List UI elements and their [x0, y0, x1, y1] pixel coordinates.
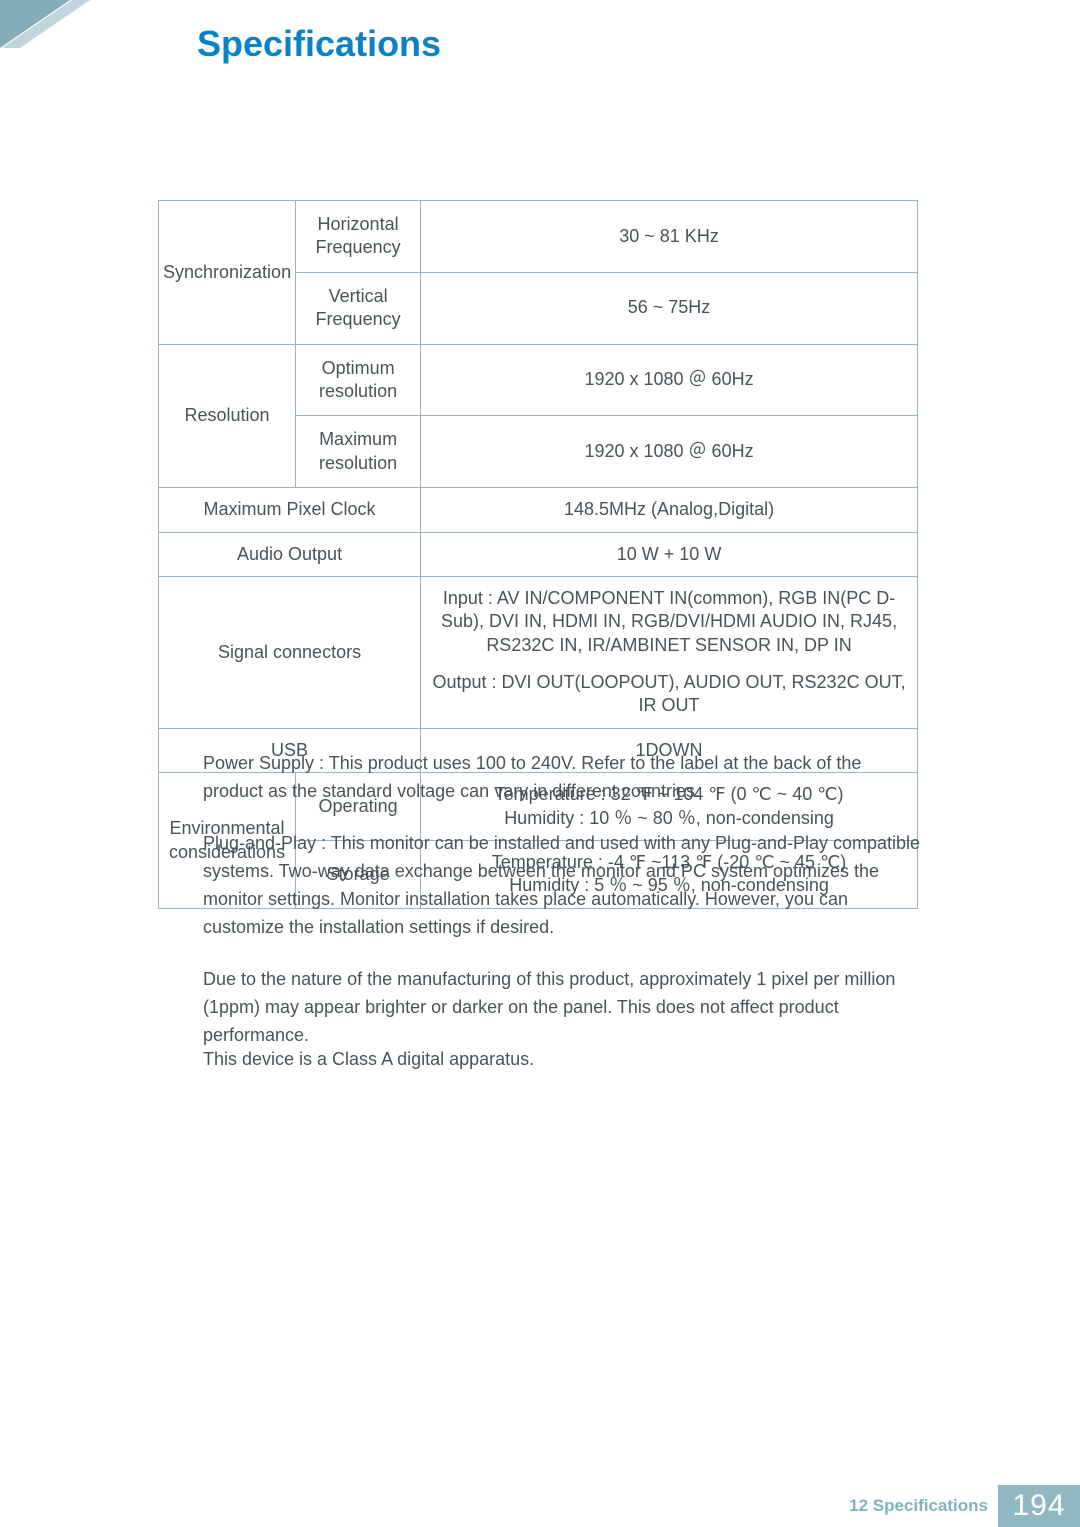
row-val-vfreq: 56 ~ 75Hz	[421, 272, 918, 344]
row-cat-sync: Synchronization	[159, 201, 296, 345]
paragraph-pixel: Due to the nature of the manufacturing o…	[203, 966, 923, 1050]
operating-hum: Humidity : 10 ％ ~ 80 ％, non-condensing	[431, 807, 907, 830]
header-stripe	[0, 0, 95, 48]
row-val-hfreq: 30 ~ 81 KHz	[421, 201, 918, 273]
row-cat-signal: Signal connectors	[159, 576, 421, 728]
row-val-signal: Input : AV IN/COMPONENT IN(common), RGB …	[421, 576, 918, 728]
row-val-optres: 1920 x 1080 ＠ 60Hz	[421, 344, 918, 416]
row-val-pixelclock: 148.5MHz (Analog,Digital)	[421, 488, 918, 532]
page-footer: 12 Specifications 194	[849, 1485, 1080, 1527]
row-val-maxres: 1920 x 1080 ＠ 60Hz	[421, 416, 918, 488]
paragraph-plugplay: Plug-and-Play : This monitor can be inst…	[203, 830, 923, 942]
row-val-audio: 10 W + 10 W	[421, 532, 918, 576]
row-cat-audio: Audio Output	[159, 532, 421, 576]
footer-page-number: 194	[998, 1485, 1080, 1527]
paragraph-classa: This device is a Class A digital apparat…	[203, 1046, 923, 1074]
paragraph-power: Power Supply : This product uses 100 to …	[203, 750, 923, 806]
footer-section-label: 12 Specifications	[849, 1496, 988, 1516]
row-cat-pixelclock: Maximum Pixel Clock	[159, 488, 421, 532]
signal-input: Input : AV IN/COMPONENT IN(common), RGB …	[431, 587, 907, 657]
row-sub-hfreq: Horizontal Frequency	[296, 201, 421, 273]
page-title: Specifications	[197, 23, 441, 65]
signal-output: Output : DVI OUT(LOOPOUT), AUDIO OUT, RS…	[431, 671, 907, 718]
row-sub-vfreq: Vertical Frequency	[296, 272, 421, 344]
row-cat-resolution: Resolution	[159, 344, 296, 488]
row-sub-optres: Optimum resolution	[296, 344, 421, 416]
row-sub-maxres: Maximum resolution	[296, 416, 421, 488]
